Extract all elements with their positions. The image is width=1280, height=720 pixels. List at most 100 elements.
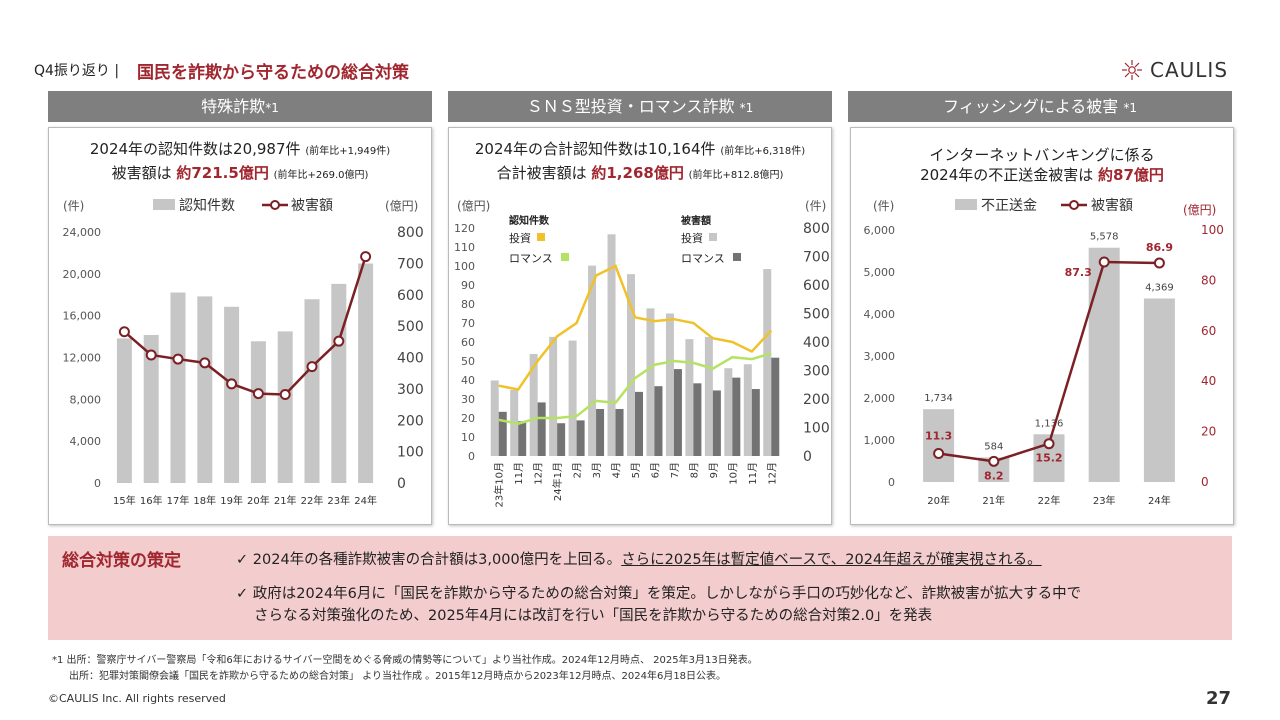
panel-head-label: 特殊詐欺: [201, 97, 266, 116]
left-tick-label: 10: [461, 431, 475, 444]
x-tick-label: 22年: [301, 494, 324, 507]
chart-special-fraud: (件) (億円) 認知件数 被害額 0 4,000 8,000 12,000 16,000 20,…: [63, 197, 424, 507]
line-data-label: 87.3: [1065, 266, 1092, 279]
damage-point: [1153, 257, 1165, 269]
bar-invest-count: [549, 336, 558, 456]
legend-group-title: 被害額: [681, 214, 711, 227]
x-tick-label: 20年: [247, 494, 270, 507]
legend-line-marker: [1069, 200, 1079, 210]
summary-amount-prefix: 合計被害額は: [496, 164, 587, 182]
left-tick-label: 50: [461, 355, 475, 368]
bar-invest-count: [627, 274, 635, 456]
summary-count: 2024年の合計認知件数は10,164件: [474, 140, 716, 158]
chart-sns-fraud: (億円) (件) 0 10 20 30 40 50 60 70 80 90 100 110 120 0 100 2…: [454, 199, 829, 507]
left-tick-label: 1,000: [864, 434, 896, 447]
panel-title-line1: 2024年の認知件数は20,987件 (前年比+1,949件): [49, 138, 431, 159]
panel-title-line1: インターネットバンキングに係る: [851, 144, 1233, 165]
right-axis-unit: (件): [805, 199, 826, 213]
panel-title-line1: 2024年の合計認知件数は10,164件 (前年比+6,318件): [449, 138, 831, 159]
line-data-label: 86.9: [1146, 241, 1173, 254]
legend-bar-swatch: [955, 199, 977, 210]
bar-romance-count: [498, 411, 507, 456]
panel-title-line2: 合計被害額は 約1,268億円 (前年比+812.8億円): [449, 162, 831, 183]
panel-sns-fraud: 2024年の合計認知件数は10,164件 (前年比+6,318件) 合計被害額は…: [448, 127, 832, 525]
left-axis-unit: (億円): [457, 199, 490, 213]
bullet-text: 政府は2024年6月に「国民を詐欺から守るための総合対策」を策定。しかしながら手…: [252, 586, 1082, 602]
panel-title-line2: 被害額は 約721.5億円 (前年比+269.0億円): [49, 162, 431, 183]
x-tick-label: 7月: [669, 462, 681, 478]
bar-invest-count: [490, 380, 499, 456]
legend-bar-swatch: [153, 199, 175, 210]
summary-title: 総合対策の策定: [62, 551, 181, 571]
right-tick-label: 0: [1201, 475, 1209, 489]
right-tick-label: 80: [1201, 273, 1216, 287]
damage-point: [306, 361, 318, 373]
bar-romance-count: [635, 391, 643, 456]
x-tick-label: 2月: [572, 462, 584, 478]
legend-swatch-invest-line: [537, 233, 545, 241]
left-tick-label: 16,000: [63, 310, 102, 323]
legend-line-marker: [270, 200, 280, 210]
page-number: 27: [1206, 688, 1232, 709]
right-tick-label: 100: [397, 445, 424, 461]
line-data-label: 15.2: [1035, 452, 1062, 465]
bar-count: [224, 306, 240, 483]
left-tick-label: 5,000: [864, 266, 896, 279]
x-tick-label: 23年10月: [493, 462, 506, 507]
left-tick-label: 120: [454, 222, 475, 235]
right-tick-label: 800: [803, 221, 829, 237]
summary-count-note: (前年比+6,318件): [720, 146, 806, 157]
bar-invest-count: [724, 368, 733, 456]
panel-head-note: *1: [1123, 101, 1137, 115]
summary-amount: 約87億円: [1098, 166, 1164, 184]
right-tick-label: 400: [803, 335, 829, 351]
bar-romance-count: [557, 423, 566, 456]
right-tick-label: 200: [803, 392, 829, 408]
right-tick-label: 100: [1201, 223, 1224, 237]
logo-text: CAULIS: [1150, 58, 1229, 82]
bullet-underlined-text: さらに2025年は暫定値ベースで、2024年超えが確実視される。: [621, 552, 1042, 568]
damage-point: [199, 357, 211, 369]
damage-point: [172, 353, 184, 365]
left-tick-label: 2,000: [864, 392, 896, 405]
right-tick-label: 400: [397, 351, 424, 367]
line-data-label: 11.3: [925, 430, 952, 443]
bar-transfer-count: [1143, 298, 1175, 482]
summary-subject: インターネットバンキングに係る: [929, 146, 1155, 164]
left-tick-label: 20: [461, 412, 475, 425]
damage-point: [933, 448, 945, 460]
right-tick-label: 0: [397, 476, 406, 492]
left-tick-label: 24,000: [63, 226, 102, 239]
right-tick-label: 700: [397, 256, 424, 272]
right-tick-label: 500: [803, 307, 829, 323]
left-axis-unit: (件): [873, 199, 894, 213]
bar-count: [170, 292, 186, 483]
legend-item-label: 投資: [509, 231, 531, 245]
line-data-label: 8.2: [984, 469, 1004, 482]
bar-data-label: 4,369: [1145, 283, 1174, 294]
panel-title-line2: 2024年の不正送金被害は 約87億円: [851, 164, 1233, 185]
legend-item-label: ロマンス: [509, 252, 553, 265]
left-tick-label: 20,000: [63, 268, 102, 281]
panel-special-fraud: 2024年の認知件数は20,987件 (前年比+1,949件) 被害額は 約72…: [48, 127, 432, 525]
damage-point: [333, 335, 345, 347]
summary-bullet-2: ✓ 政府は2024年6月に「国民を詐欺から守るための総合対策」を策定。しかしなが…: [236, 582, 1081, 603]
damage-point: [988, 455, 1000, 467]
left-tick-label: 12,000: [63, 352, 102, 365]
bar-count: [250, 341, 266, 483]
x-tick-label: 15年: [113, 494, 136, 507]
right-tick-label: 500: [397, 319, 424, 335]
bar-data-label: 1,734: [924, 393, 953, 404]
x-tick-label: 24年1月: [551, 462, 564, 501]
bar-romance-count: [576, 420, 585, 456]
x-tick-label: 11月: [513, 462, 525, 485]
damage-point: [226, 378, 238, 390]
left-tick-label: 70: [461, 317, 475, 330]
panel-head-phishing: フィッシングによる被害 *1: [848, 91, 1232, 122]
bar-transfer-count: [1088, 247, 1120, 482]
panel-head-special-fraud: 特殊詐欺*1: [48, 91, 432, 122]
check-icon: ✓: [236, 586, 249, 602]
right-tick-label: 20: [1201, 425, 1216, 439]
summary-amount-note: (前年比+269.0億円): [273, 170, 369, 181]
footnote-1: *1 出所：警察庁サイバー警察局「令和6年におけるサイバー空間をめぐる脅威の情勢…: [52, 655, 758, 666]
